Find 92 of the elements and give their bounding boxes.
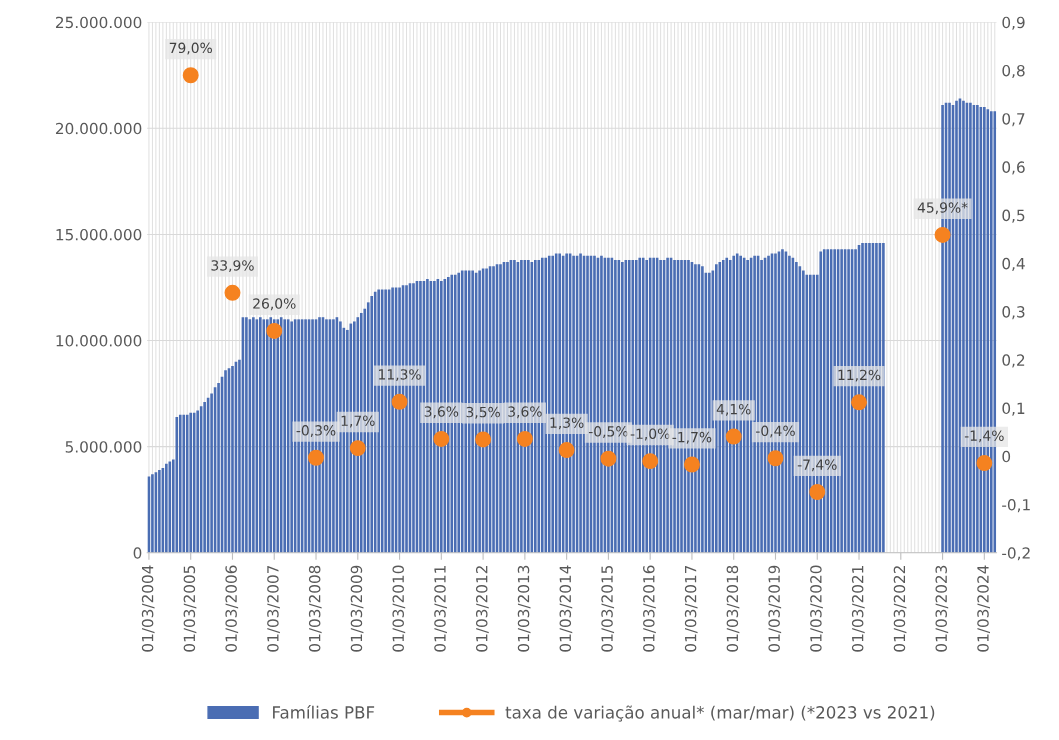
bar	[231, 366, 234, 553]
data-label: 11,3%	[379, 369, 421, 382]
data-label: 3,6%	[508, 406, 542, 419]
bar	[547, 255, 551, 553]
bar	[272, 319, 276, 553]
x-tick-label: 01/03/2018	[726, 565, 740, 652]
bar	[175, 416, 179, 553]
bar	[586, 255, 589, 553]
x-tick-label: 01/03/2015	[601, 565, 615, 652]
bar	[499, 264, 502, 553]
y2-tick-label: -0,2	[1002, 547, 1030, 561]
y2-tick-label: 0,1	[1002, 402, 1025, 416]
bar	[457, 272, 461, 553]
y2-tick-label: 0,4	[1002, 257, 1025, 271]
bar	[224, 370, 227, 553]
x-tick-label: 01/03/2014	[559, 565, 573, 652]
bar	[464, 270, 467, 553]
data-label: -1,4%	[964, 430, 1004, 443]
x-tick-label: 01/03/2020	[810, 565, 823, 652]
x-tick-label: 01/03/2024	[977, 565, 990, 652]
bar	[540, 257, 544, 553]
y2-tick-label: 0	[1002, 450, 1011, 463]
y-tick-label: 20.000.000	[55, 122, 142, 135]
y2-tick-label: 0,5	[1002, 209, 1025, 223]
y-tick-label: 15.000.000	[56, 228, 142, 241]
data-label: -7,4%	[797, 459, 837, 472]
data-label: 26,0%	[253, 298, 296, 311]
bar	[259, 317, 262, 553]
bar	[178, 414, 182, 553]
x-tick-label: 01/03/2019	[768, 565, 782, 652]
bar	[290, 321, 293, 553]
data-label: -1,0%	[630, 428, 670, 441]
y-tick-label: 5.000.000	[65, 441, 142, 453]
bar	[460, 270, 464, 553]
data-label: -0,4%	[756, 425, 795, 438]
bar	[185, 414, 189, 553]
bar	[151, 474, 154, 553]
bar	[715, 264, 718, 553]
data-label: 79,0%	[169, 42, 213, 55]
x-tick-label: 01/03/2023	[935, 565, 949, 652]
bar	[544, 257, 548, 553]
data-label: 1,7%	[341, 415, 375, 428]
bar	[276, 319, 280, 553]
bar	[252, 317, 255, 553]
y-tick-label: 0	[133, 547, 142, 559]
x-tick-label: 01/03/2004	[141, 565, 155, 652]
legend-label: taxa de variação anual* (mar/mar) (*2023 vs 2021)	[505, 705, 935, 722]
data-label: 4,1%	[716, 403, 751, 416]
data-label: 11,2%	[838, 369, 881, 382]
bar	[203, 402, 206, 553]
bar	[269, 317, 273, 553]
legend-label: Famílias PBF	[273, 705, 375, 719]
y2-tick-label: 0,3	[1002, 306, 1025, 320]
bar	[165, 463, 168, 553]
y-tick-label: 25.000.000	[55, 16, 142, 29]
bar	[506, 262, 509, 553]
x-tick-label: 01/03/2011	[434, 566, 447, 652]
bar	[339, 321, 342, 553]
x-tick-label: 01/03/2008	[308, 565, 322, 652]
y-tick-label: 10.000.000	[56, 335, 142, 347]
data-label: -0,3%	[296, 425, 336, 438]
bar	[882, 242, 885, 553]
data-label: 1,3%	[550, 417, 584, 430]
data-label: 45,9%*	[917, 202, 968, 215]
y2-tick-label: 0,8	[1002, 64, 1025, 79]
x-tick-label: 01/03/2007	[267, 565, 280, 652]
data-label: 3,5%	[466, 406, 500, 419]
bar	[182, 414, 186, 553]
x-tick-label: 01/03/2009	[350, 565, 364, 652]
x-tick-label: 01/03/2017	[684, 565, 698, 652]
y2-tick-label: 0,6	[1002, 161, 1025, 175]
bar	[245, 317, 248, 553]
bar	[196, 410, 199, 553]
x-tick-label: 01/03/2005	[183, 565, 197, 652]
y2-tick-label: 0,9	[1002, 16, 1025, 30]
bar	[158, 470, 161, 553]
x-tick-label: 01/03/2013	[517, 565, 531, 652]
x-tick-label: 01/03/2006	[225, 565, 239, 652]
bar	[283, 319, 286, 553]
y2-tick-label: 0,2	[1002, 354, 1025, 368]
x-tick-label: 01/03/2010	[392, 565, 406, 652]
data-label: -0,5%	[588, 426, 628, 438]
bar	[279, 317, 283, 553]
x-tick-label: 01/03/2012	[475, 566, 489, 652]
data-label: 3,6%	[424, 406, 459, 419]
data-label: 33,9%	[211, 260, 254, 273]
y2-tick-label: 0,7	[1002, 113, 1025, 127]
y2-tick-label: -0,1	[1002, 499, 1030, 513]
data-label: -1,7%	[672, 431, 712, 444]
x-tick-label: 01/03/2016	[643, 565, 656, 652]
x-tick-label: 01/03/2021	[851, 566, 865, 652]
x-tick-label: 01/03/2022	[893, 566, 907, 652]
